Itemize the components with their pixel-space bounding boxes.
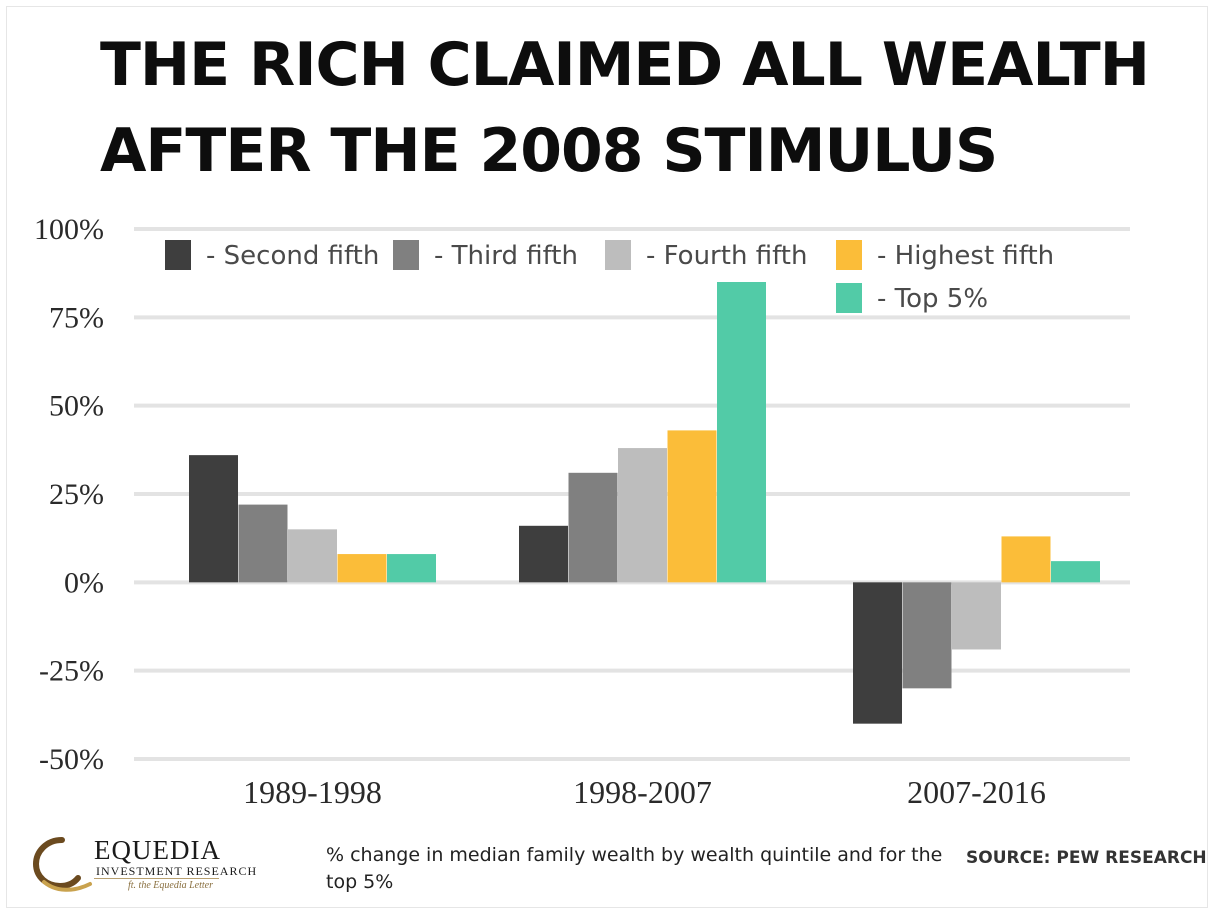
bars <box>189 282 1100 724</box>
logo-wordmark: EQUEDIA INVESTMENT RESEARCH <box>94 836 257 878</box>
legend-label: - Top 5% <box>877 284 988 314</box>
bar-1989-1998-series-2 <box>238 504 288 583</box>
y-tick-label: 0% <box>64 566 104 599</box>
bar-1998-2007-series-5 <box>717 282 766 583</box>
logo-name: EQUEDIA <box>94 835 221 865</box>
legend-swatch <box>836 240 862 270</box>
legend-label: - Highest fifth <box>877 241 1054 271</box>
y-tick-label: -25% <box>39 655 104 688</box>
logo-divider <box>94 878 219 879</box>
legend-swatch <box>165 240 191 270</box>
legend-swatch <box>605 240 631 270</box>
y-tick-label: 100% <box>34 213 104 246</box>
y-tick-label: 75% <box>49 301 104 334</box>
y-tick-label: -50% <box>39 743 104 776</box>
logo-subtitle: INVESTMENT RESEARCH <box>96 864 258 878</box>
bar-1998-2007-series-4 <box>667 430 717 583</box>
bar-2007-2016-series-1 <box>853 582 902 724</box>
page-frame <box>6 6 1208 908</box>
x-tick-label: 1998-2007 <box>573 774 712 810</box>
bar-1998-2007-series-2 <box>568 472 618 583</box>
legend: - Second fifth - Third fifth - Fourth fift… <box>165 240 1054 314</box>
y-tick-label: 50% <box>49 390 104 423</box>
chart-title: THE RICH CLAIMED ALL WEALTH AFTER THE 20… <box>100 22 1200 194</box>
title-line-1: THE RICH CLAIMED ALL WEALTH <box>100 30 1150 100</box>
equedia-logo-icon <box>32 837 92 892</box>
logo-tagline: ft. the Equedia Letter <box>128 880 213 891</box>
bar-2007-2016-series-4 <box>1001 536 1051 583</box>
legend-swatch <box>393 240 419 270</box>
bar-1998-2007-series-3 <box>618 448 667 583</box>
bar-1989-1998-series-4 <box>337 554 387 583</box>
title-line-2: AFTER THE 2008 STIMULUS <box>100 116 998 186</box>
legend-label: - Third fifth <box>434 241 578 271</box>
bar-1989-1998-series-5 <box>387 554 436 583</box>
bar-2007-2016-series-5 <box>1051 561 1100 583</box>
legend-swatch <box>836 283 862 313</box>
x-tick-label: 1989-1998 <box>243 774 382 810</box>
chart-caption: % change in median family wealth by weal… <box>326 844 943 893</box>
bar-2007-2016-series-3 <box>952 582 1001 650</box>
bar-1989-1998-series-3 <box>288 529 337 583</box>
y-axis-ticks: 100% 75% 50% 25% 0% -25% -50% <box>34 213 104 776</box>
bar-1989-1998-series-1 <box>189 455 238 583</box>
grid-lines <box>134 227 1130 761</box>
legend-label: - Second fifth <box>206 241 379 271</box>
source-label: SOURCE: PEW RESEARCH <box>966 848 1207 868</box>
x-tick-label: 2007-2016 <box>907 774 1046 810</box>
x-axis-ticks: 1989-1998 1998-2007 2007-2016 <box>243 774 1046 810</box>
bar-2007-2016-series-2 <box>902 582 952 689</box>
legend-label: - Fourth fifth <box>646 241 807 271</box>
bar-1998-2007-series-1 <box>519 525 568 583</box>
y-tick-label: 25% <box>49 478 104 511</box>
